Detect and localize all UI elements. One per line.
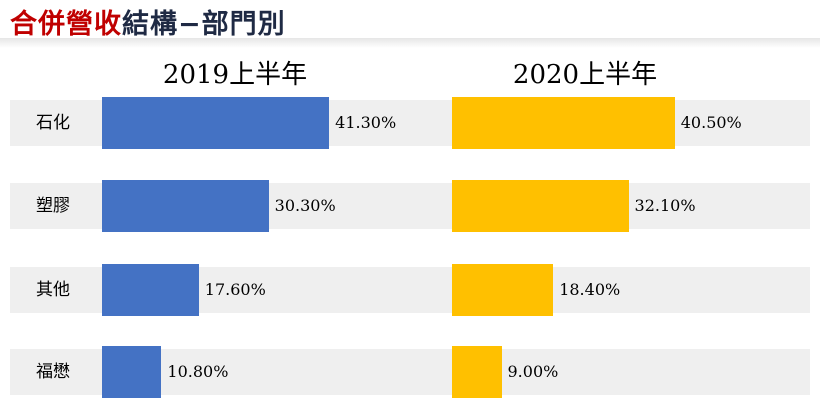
data-label: 41.30% — [335, 113, 397, 132]
category-label: 福懋 — [36, 362, 70, 382]
category-label: 塑膠 — [36, 196, 70, 216]
bar — [452, 264, 554, 316]
left-panel-title: 2019上半年 — [162, 60, 308, 90]
category-label: 石化 — [36, 113, 70, 133]
bar — [452, 97, 675, 149]
slide-title: 合併營收結構−部門別 — [10, 2, 286, 41]
data-label: 9.00% — [507, 362, 559, 381]
data-label: 17.60% — [204, 280, 266, 299]
data-label: 30.30% — [274, 196, 336, 215]
bar — [452, 180, 629, 232]
right-panel-title: 2020上半年 — [512, 60, 658, 90]
bar — [102, 97, 330, 149]
bar — [102, 264, 199, 316]
bar — [102, 346, 162, 398]
bar — [102, 180, 269, 232]
data-label: 32.10% — [634, 196, 696, 215]
bar — [452, 346, 502, 398]
category-label: 其他 — [36, 280, 70, 300]
title-red-part: 合併營收 — [10, 9, 122, 40]
data-label: 10.80% — [167, 362, 229, 381]
title-divider — [0, 38, 820, 48]
data-label: 40.50% — [680, 113, 742, 132]
data-label: 18.40% — [559, 280, 621, 299]
title-dark-part: 結構−部門別 — [122, 9, 286, 40]
